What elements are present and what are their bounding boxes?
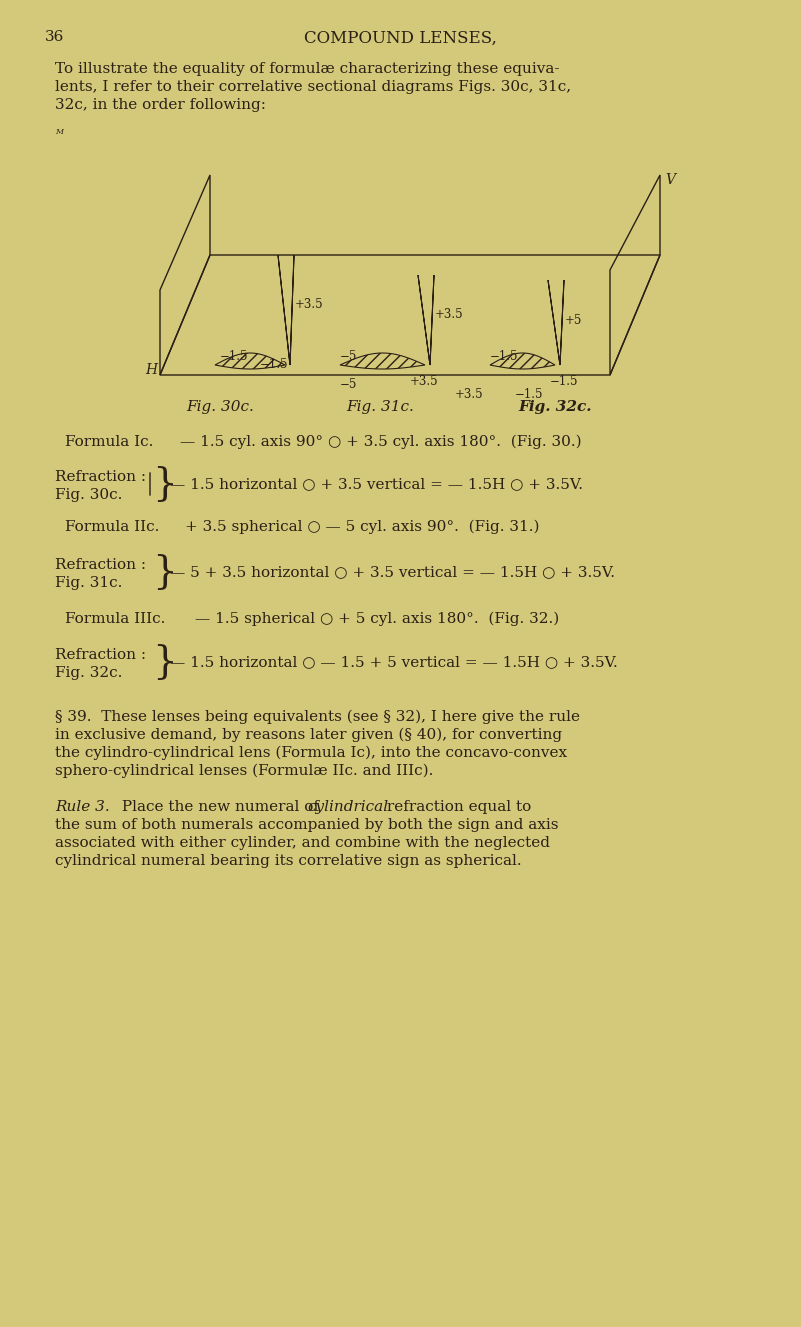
Text: § 39.  These lenses being equivalents (see § 32), I here give the rule: § 39. These lenses being equivalents (se… (55, 710, 580, 725)
Text: lents, I refer to their correlative sectional diagrams Figs. 30c, 31c,: lents, I refer to their correlative sect… (55, 80, 571, 94)
Text: Refraction :: Refraction : (55, 648, 146, 662)
Text: +3.5: +3.5 (435, 308, 464, 321)
Text: Formula IIIc.: Formula IIIc. (65, 612, 165, 626)
Text: +3.5: +3.5 (295, 299, 324, 312)
Text: }: } (152, 553, 177, 591)
Text: in exclusive demand, by reasons later given (§ 40), for converting: in exclusive demand, by reasons later gi… (55, 729, 562, 742)
Text: Fig. 30c.: Fig. 30c. (55, 488, 123, 502)
Text: To illustrate the equality of formulæ characterizing these equiva-: To illustrate the equality of formulæ ch… (55, 62, 560, 76)
Text: Fig. 30c.: Fig. 30c. (186, 399, 254, 414)
Text: sphero-cylindrical lenses (Formulæ IIc. and IIIc).: sphero-cylindrical lenses (Formulæ IIc. … (55, 764, 433, 779)
Text: 32c, in the order following:: 32c, in the order following: (55, 98, 266, 111)
Text: −1.5: −1.5 (515, 387, 544, 401)
Text: Fig. 31c.: Fig. 31c. (346, 399, 414, 414)
Text: Fig. 32c.: Fig. 32c. (55, 666, 123, 679)
Text: the sum of both numerals accompanied by both the sign and axis: the sum of both numerals accompanied by … (55, 817, 558, 832)
Text: H: H (145, 364, 157, 377)
Text: }: } (152, 466, 177, 503)
Text: −5: −5 (340, 350, 357, 364)
Text: COMPOUND LENSES,: COMPOUND LENSES, (304, 31, 497, 46)
Text: — 1.5 cyl. axis 90° ○ + 3.5 cyl. axis 180°.  (Fig. 30.): — 1.5 cyl. axis 90° ○ + 3.5 cyl. axis 18… (180, 435, 582, 450)
Text: Refraction :: Refraction : (55, 470, 146, 484)
Text: −1.5: −1.5 (550, 376, 578, 387)
Text: — 5 + 3.5 horizontal ○ + 3.5 vertical = — 1.5H ○ + 3.5V.: — 5 + 3.5 horizontal ○ + 3.5 vertical = … (170, 565, 615, 579)
Text: Rule 3.: Rule 3. (55, 800, 110, 813)
Text: +3.5: +3.5 (410, 376, 439, 387)
Text: — 1.5 horizontal ○ — 1.5 + 5 vertical = — 1.5H ○ + 3.5V.: — 1.5 horizontal ○ — 1.5 + 5 vertical = … (170, 656, 618, 669)
Text: cylindrical: cylindrical (307, 800, 388, 813)
Text: refraction equal to: refraction equal to (382, 800, 531, 813)
Text: Refraction :: Refraction : (55, 557, 146, 572)
Text: the cylindro-cylindrical lens (Formula Ic), into the concavo-convex: the cylindro-cylindrical lens (Formula I… (55, 746, 567, 760)
Text: V: V (665, 173, 675, 187)
Text: cylindrical numeral bearing its correlative sign as spherical.: cylindrical numeral bearing its correlat… (55, 855, 521, 868)
Text: Place the new numeral of: Place the new numeral of (117, 800, 324, 813)
Text: — 1.5 spherical ○ + 5 cyl. axis 180°.  (Fig. 32.): — 1.5 spherical ○ + 5 cyl. axis 180°. (F… (195, 612, 559, 626)
Text: 36: 36 (45, 31, 64, 44)
Text: — 1.5 horizontal ○ + 3.5 vertical = — 1.5H ○ + 3.5V.: — 1.5 horizontal ○ + 3.5 vertical = — 1.… (170, 476, 583, 491)
Text: +5: +5 (565, 313, 582, 326)
Text: +3.5: +3.5 (455, 387, 484, 401)
Text: Formula Ic.: Formula Ic. (65, 435, 153, 449)
Text: + 3.5 spherical ○ — 5 cyl. axis 90°.  (Fig. 31.): + 3.5 spherical ○ — 5 cyl. axis 90°. (Fi… (185, 520, 540, 535)
Text: −5: −5 (340, 378, 357, 391)
Text: −1.5: −1.5 (260, 358, 288, 372)
Text: Fig. 31c.: Fig. 31c. (55, 576, 123, 591)
Text: −1.5: −1.5 (220, 350, 248, 364)
Text: Formula IIc.: Formula IIc. (65, 520, 159, 533)
Text: ᴹ: ᴹ (55, 127, 63, 141)
Text: −1.5: −1.5 (490, 350, 518, 364)
Text: }: } (152, 644, 177, 681)
Text: Fig. 32c.: Fig. 32c. (518, 399, 592, 414)
Text: associated with either cylinder, and combine with the neglected: associated with either cylinder, and com… (55, 836, 550, 851)
